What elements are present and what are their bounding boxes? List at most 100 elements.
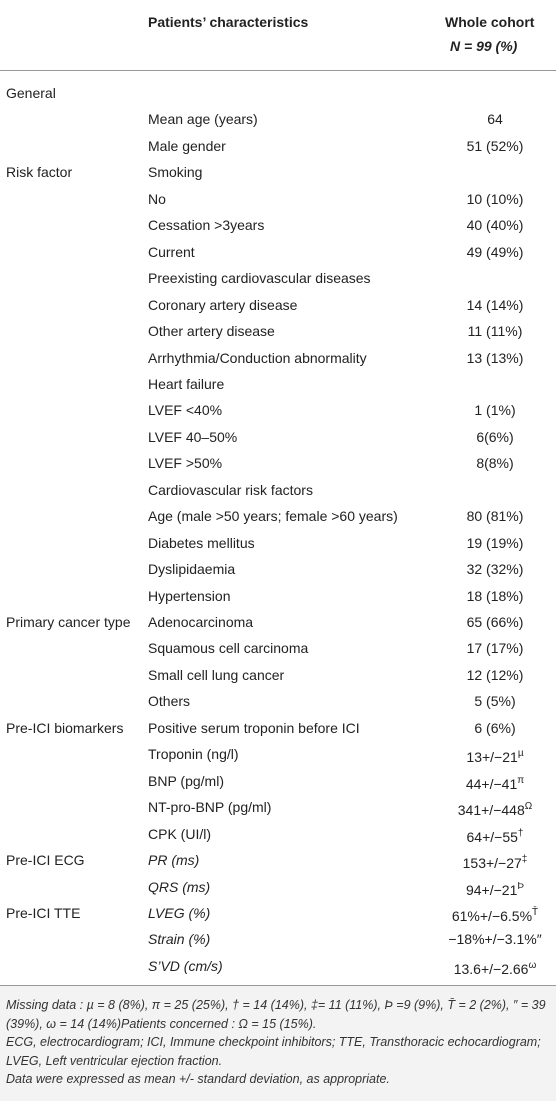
row-value: 64 [430, 106, 556, 132]
row-value: 11 (11%) [430, 318, 556, 344]
row-label: Heart failure [148, 375, 225, 392]
row-label: PR (ms) [148, 852, 200, 869]
row-value: 5 (5%) [430, 688, 556, 714]
row-label: LVEF 40–50% [148, 428, 238, 445]
row-value: 64+/−55† [430, 821, 556, 850]
row-value: 18 (18%) [430, 583, 556, 609]
row-label: NT-pro-BNP (pg/ml) [148, 799, 272, 816]
row-label: Coronary artery disease [148, 296, 298, 313]
row-value: 12 (12%) [430, 662, 556, 688]
row-label: Cessation >3years [148, 217, 265, 234]
row-value: 94+/−21Þ [430, 874, 556, 903]
value-text: 19 (19%) [466, 534, 524, 551]
value-sup: Ω [524, 801, 533, 813]
row-value: 10 (10%) [430, 186, 556, 212]
value-text: 341+/−448 [457, 802, 525, 819]
row-label: Age (male >50 years; female >60 years) [148, 508, 398, 525]
row-label: Male gender [148, 137, 226, 154]
row-label: QRS (ms) [148, 878, 211, 895]
value-text: 8(8%) [476, 455, 514, 472]
row-label: Squamous cell carcinoma [148, 640, 309, 657]
value-text: 18 (18%) [466, 587, 524, 604]
value-text: 65 (66%) [466, 614, 524, 630]
value-text: 64 [487, 111, 503, 128]
value-text: 61%+/−6.5% [451, 907, 533, 924]
value-text: 49 (49%) [466, 243, 524, 260]
footer-rule [0, 985, 556, 986]
row-group: Risk factor [6, 164, 73, 181]
row-label: LVEF <40% [148, 402, 223, 419]
row-group: Pre-ICI biomarkers [6, 719, 124, 736]
row-label: Arrhythmia/Conduction abnormality [148, 349, 367, 366]
row-group: Pre-ICI ECG [6, 852, 85, 869]
value-sup: µ [517, 748, 524, 760]
row-label: Current [148, 243, 195, 260]
row-label: BNP (pg/ml) [148, 772, 224, 789]
value-text: 5 (5%) [474, 693, 516, 710]
row-label: S’VD (cm/s) [148, 957, 223, 974]
value-text: 1 (1%) [474, 402, 516, 419]
value-text: 32 (32%) [466, 561, 524, 578]
value-text: 13+/−21 [466, 749, 518, 766]
value-text: 14 (14%) [466, 296, 524, 313]
value-text: −18%+/−3.1%″ [448, 931, 542, 948]
row-value: 13+/−21µ [430, 741, 556, 770]
row-label: Smoking [148, 164, 203, 181]
value-text: 11 (11%) [467, 323, 523, 340]
row-value: 8(8%) [430, 450, 556, 476]
row-label: Others [148, 693, 191, 710]
row-value: 341+/−448Ω [430, 794, 556, 823]
header-n: N = 99 (%) [450, 38, 518, 54]
row-value: −18%+/−3.1%″ [430, 926, 556, 952]
row-label: CPK (UI/l) [148, 825, 211, 842]
value-text: 153+/−27 [462, 855, 522, 872]
row-value: 80 (81%) [430, 503, 556, 529]
row-value: 14 (14%) [430, 292, 556, 318]
row-label: LVEF >50% [148, 455, 223, 472]
row-group: General [6, 85, 56, 101]
row-value: 61%+/−6.5%T̄ [430, 900, 556, 929]
value-sup: † [517, 827, 524, 839]
value-text: 13.6+/−2.66 [453, 960, 529, 977]
value-sup: Þ [517, 880, 525, 892]
value-text: 44+/−41 [465, 775, 518, 792]
row-label: Strain (%) [148, 931, 211, 948]
row-value: 13.6+/−2.66ω [430, 953, 556, 982]
row-label: LVEG (%) [148, 904, 211, 921]
value-text: 6 (6%) [474, 719, 516, 736]
value-sup: π [517, 774, 525, 786]
footnote: Data were expressed as mean +/- standard… [6, 1072, 390, 1086]
header-characteristics: Patients’ characteristics [148, 14, 309, 30]
row-value: 17 (17%) [430, 635, 556, 661]
footnote: Missing data : µ = 8 (8%), π = 25 (25%),… [6, 998, 546, 1031]
row-label: Mean age (years) [148, 111, 258, 128]
row-label: Diabetes mellitus [148, 534, 255, 551]
header-cohort: Whole cohort [445, 14, 535, 30]
row-value: 1 (1%) [430, 397, 556, 423]
row-label: No [148, 190, 166, 207]
row-group: Pre-ICI TTE [6, 904, 81, 921]
row-value: 32 (32%) [430, 556, 556, 582]
row-label: Hypertension [148, 587, 231, 604]
row-value: 51 (52%) [430, 133, 556, 159]
value-sup: T̄ [532, 906, 539, 918]
value-text: 13 (13%) [466, 349, 524, 366]
row-value: 44+/−41π [430, 768, 556, 797]
header-rule [0, 70, 556, 71]
row-value: 6 (6%) [430, 715, 556, 741]
value-text: 6(6%) [476, 428, 514, 445]
value-text: 12 (12%) [466, 666, 524, 683]
row-value: 6(6%) [430, 424, 556, 450]
row-value: 153+/−27‡ [430, 847, 556, 876]
row-label: Positive serum troponin before ICI [148, 719, 360, 736]
value-text: 51 (52%) [466, 137, 524, 154]
row-label: Dyslipidaemia [148, 561, 236, 578]
row-value: 49 (49%) [430, 239, 556, 265]
row-label: Preexisting cardiovascular diseases [148, 270, 371, 287]
row-label: Troponin (ng/l) [148, 746, 239, 763]
row-value: 13 (13%) [430, 345, 556, 371]
row-value: 65 (66%) [430, 609, 556, 635]
footnotes: Missing data : µ = 8 (8%), π = 25 (25%),… [0, 986, 556, 1101]
footnote: ECG, electrocardiogram; ICI, Immune chec… [6, 1035, 541, 1068]
